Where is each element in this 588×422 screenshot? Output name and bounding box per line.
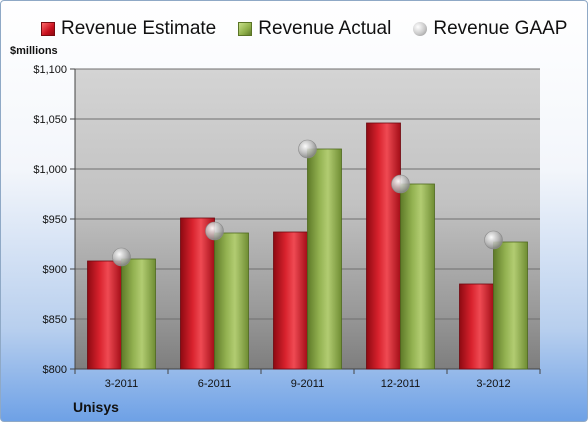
y-axis-ticks: $800 $850 $900 $950 $1,000 $1,050 $1,100: [33, 64, 67, 376]
y-tick-label: $900: [43, 264, 67, 276]
x-tick-label: 6-2011: [198, 378, 231, 390]
bar-revenue-estimate: [366, 122, 401, 370]
legend-swatch-actual: [238, 22, 253, 36]
legend-swatch-estimate: [41, 22, 55, 36]
bar-revenue-actual: [400, 183, 435, 370]
x-tick-label: 3-2011: [105, 378, 138, 390]
marker-revenue-gaap: [298, 139, 317, 159]
y-tick-label: $1,000: [33, 164, 67, 176]
y-tick-label: $1,100: [33, 64, 67, 76]
bar-revenue-estimate: [273, 231, 308, 370]
y-tick-label: $1,050: [33, 114, 67, 126]
bar-revenue-actual: [307, 148, 342, 370]
legend-label-estimate: Revenue Estimate: [61, 18, 217, 39]
marker-revenue-gaap: [391, 174, 410, 194]
bar-revenue-estimate: [459, 283, 494, 370]
legend-label-gaap: Revenue GAAP: [433, 18, 568, 39]
bar-revenue-actual: [214, 232, 249, 370]
marker-revenue-gaap: [205, 221, 224, 241]
bars: [87, 122, 528, 370]
legend-item-actual: Revenue Actual: [238, 18, 391, 40]
y-tick-label: $800: [43, 364, 67, 376]
x-tick-label: 12-2011: [381, 378, 421, 390]
bar-revenue-actual: [121, 258, 156, 370]
marker-revenue-gaap: [112, 247, 131, 267]
gaap-markers: [112, 139, 503, 267]
legend-swatch-gaap: [413, 22, 428, 36]
y-axis-unit-label: $millions: [10, 45, 58, 57]
y-tick-label: $950: [43, 214, 67, 226]
x-axis-ticks: 3-2011 6-2011 9-2011 12-2011 3-2012: [74, 369, 541, 390]
legend-item-estimate: Revenue Estimate: [41, 18, 216, 40]
bar-revenue-estimate: [180, 217, 215, 370]
legend-label-actual: Revenue Actual: [258, 18, 392, 39]
legend: Revenue Estimate Revenue Actual Revenue …: [41, 17, 567, 41]
x-tick-label: 3-2012: [476, 378, 510, 390]
y-tick-label: $850: [43, 314, 67, 326]
company-name: Unisys: [73, 399, 119, 415]
legend-item-gaap: Revenue GAAP: [413, 18, 567, 40]
bar-revenue-estimate: [87, 260, 122, 370]
marker-revenue-gaap: [484, 230, 503, 250]
x-tick-label: 9-2011: [291, 378, 324, 390]
bar-revenue-actual: [493, 241, 528, 370]
